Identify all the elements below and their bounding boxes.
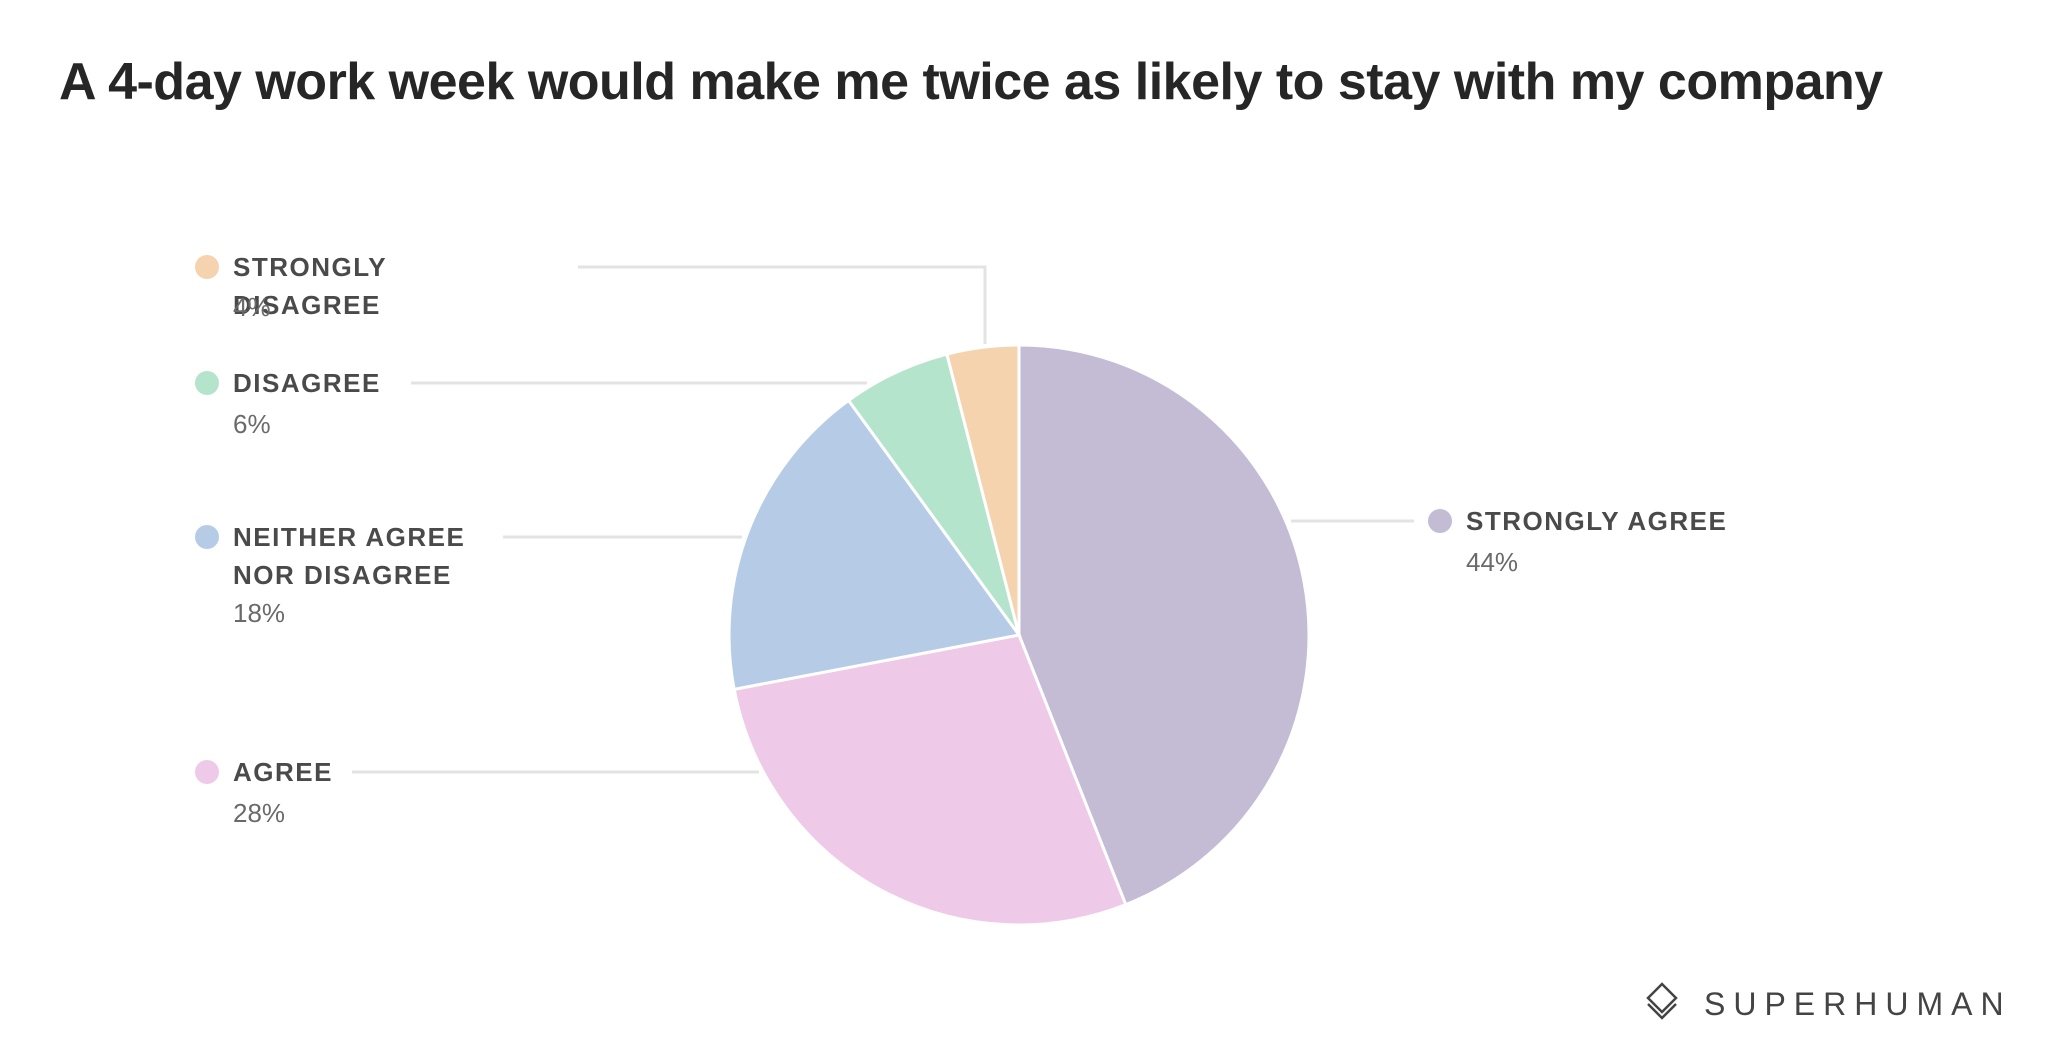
legend-label: STRONGLY DISAGREE xyxy=(233,252,387,320)
legend-marker xyxy=(195,371,219,395)
value-label: 6% xyxy=(233,409,271,439)
value-label: 4% xyxy=(233,292,271,322)
legend-marker xyxy=(195,760,219,784)
leader-line xyxy=(578,265,987,344)
pie-slice xyxy=(732,633,1128,927)
brand-name: SUPERHUMAN xyxy=(1704,986,2012,1022)
chart-title: A 4-day work week would make me twice as… xyxy=(59,53,1883,111)
value-label: 44% xyxy=(1466,547,1519,577)
legend-label: AGREE xyxy=(233,757,333,787)
legend-marker xyxy=(195,255,219,279)
value-label: 28% xyxy=(233,798,286,828)
legend-label: DISAGREE xyxy=(233,368,381,398)
pie-slice xyxy=(727,398,1022,692)
pie-slice xyxy=(1017,343,1311,907)
pie-slice xyxy=(945,343,1021,636)
legend-label: NEITHER AGREE NOR DISAGREE xyxy=(233,522,466,590)
value-label: 18% xyxy=(233,598,286,628)
legend-marker xyxy=(195,525,219,549)
brand-logo xyxy=(1646,982,1678,1020)
legend-label: STRONGLY AGREE xyxy=(1466,506,1728,536)
legend-marker xyxy=(1428,509,1452,533)
